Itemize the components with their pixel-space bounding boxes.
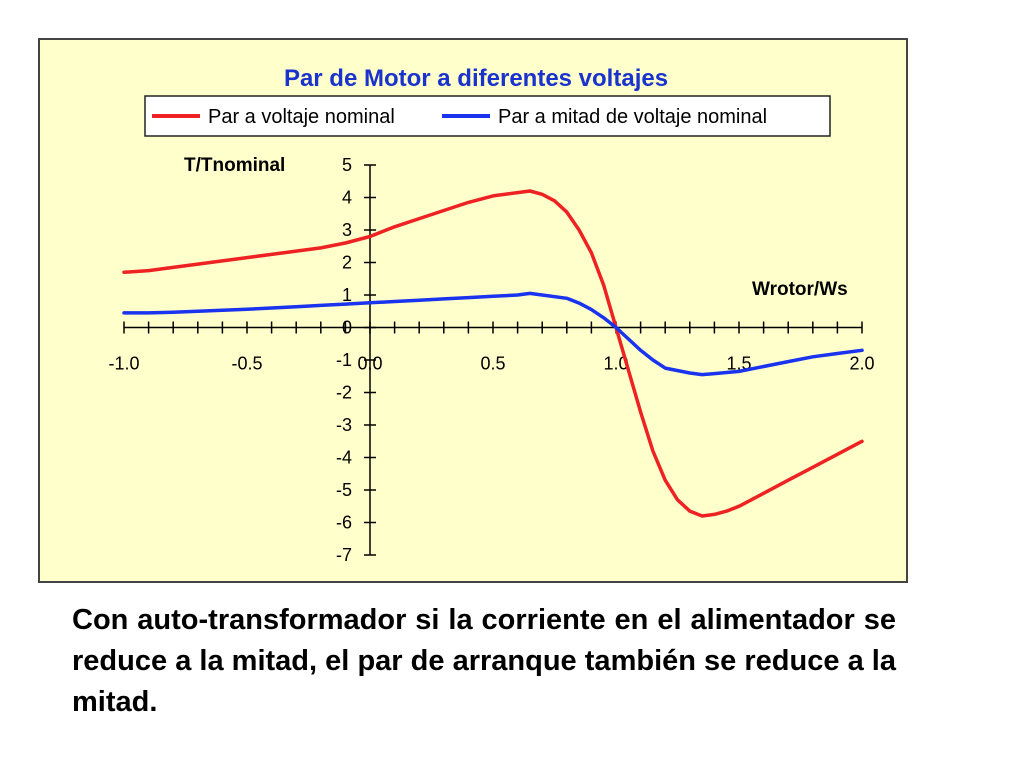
caption-text: Con auto-transformador si la corriente e… <box>72 604 896 718</box>
motor-torque-chart: Par de Motor a diferentes voltajes Par a… <box>108 65 874 565</box>
y-tick-label: -1 <box>336 350 352 370</box>
y-tick-label: 2 <box>342 253 352 273</box>
y-tick-label: -3 <box>336 415 352 435</box>
series-layer <box>122 189 864 518</box>
legend-label-nominal: Par a voltaje nominal <box>208 106 395 128</box>
y-tick-label: 1 <box>342 285 352 305</box>
chart-title: Par de Motor a diferentes voltajes <box>284 65 668 92</box>
legend: Par a voltaje nominal Par a mitad de vol… <box>144 95 831 137</box>
series-line-half <box>122 291 864 377</box>
x-tick-label: 1.0 <box>603 354 628 374</box>
axes: -1.0 -0.5 0.0 0.5 1.0 1.5 2.0543210-1-2-3-4-5-… <box>108 155 874 565</box>
y-tick-label: -5 <box>336 480 352 500</box>
y-tick-label: -7 <box>336 545 352 565</box>
y-tick-label: -2 <box>336 383 352 403</box>
y-axis-label: T/Tnominal <box>184 155 285 176</box>
x-tick-label: -1.0 <box>108 354 139 374</box>
x-axis-label: Wrotor/Ws <box>752 279 848 300</box>
y-tick-label: 3 <box>342 220 352 240</box>
series-line-nominal <box>122 189 864 518</box>
x-tick-label: 0.5 <box>480 354 505 374</box>
y-tick-label: 5 <box>342 155 352 175</box>
legend-label-half: Par a mitad de voltaje nominal <box>498 106 767 128</box>
x-tick-label: 0.0 <box>357 354 382 374</box>
y-tick-label: 4 <box>342 188 352 208</box>
y-tick-label: 0 <box>342 318 352 338</box>
x-tick-label: 2.0 <box>849 354 874 374</box>
x-tick-label: -0.5 <box>231 354 262 374</box>
y-tick-label: -4 <box>336 448 352 468</box>
y-tick-label: -6 <box>336 513 352 533</box>
